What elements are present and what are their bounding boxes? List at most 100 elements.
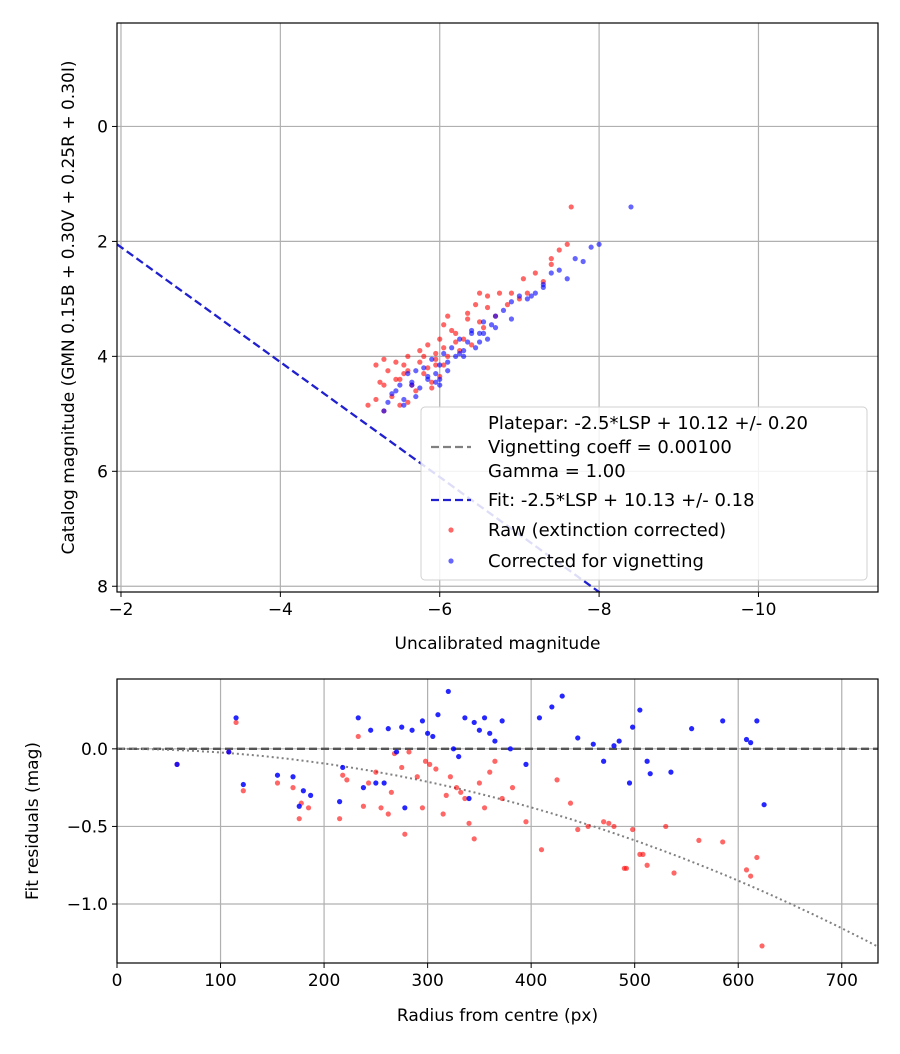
corrected-point bbox=[433, 370, 439, 377]
corrected-point bbox=[437, 376, 443, 382]
raw-residual-point bbox=[606, 820, 612, 826]
corrected-point bbox=[556, 267, 562, 273]
raw-point bbox=[441, 362, 447, 368]
raw-point bbox=[461, 336, 467, 342]
raw-point bbox=[377, 379, 383, 385]
corrected-point bbox=[500, 307, 507, 313]
raw-point bbox=[381, 356, 387, 362]
corrected-residual-point bbox=[296, 803, 302, 809]
raw-point bbox=[373, 362, 379, 368]
y-tick-label: 8 bbox=[97, 577, 108, 597]
raw-point bbox=[441, 345, 447, 351]
raw-point bbox=[564, 241, 570, 247]
raw-residual-point bbox=[630, 826, 636, 833]
axes-frame bbox=[116, 22, 879, 593]
corrected-residual-point bbox=[487, 730, 493, 736]
raw-point bbox=[405, 353, 411, 359]
raw-point bbox=[385, 368, 391, 374]
raw-point bbox=[397, 402, 403, 408]
raw-point bbox=[484, 293, 491, 299]
raw-residual-point bbox=[365, 780, 372, 786]
raw-residual-point bbox=[447, 774, 453, 780]
raw-point bbox=[453, 330, 459, 336]
corrected-residual-point bbox=[611, 743, 617, 749]
corrected-point bbox=[572, 256, 578, 262]
raw-residual-point bbox=[406, 749, 412, 755]
x-tick-label: 200 bbox=[308, 971, 340, 991]
corrected-point bbox=[433, 379, 439, 385]
corrected-point bbox=[628, 204, 634, 210]
raw-residual-point bbox=[402, 831, 408, 837]
raw-point bbox=[433, 362, 439, 368]
raw-point bbox=[504, 302, 511, 308]
raw-point bbox=[365, 402, 371, 408]
legend-box bbox=[420, 406, 868, 581]
raw-point bbox=[441, 322, 447, 328]
x-tick-label: 700 bbox=[826, 971, 858, 991]
corrected-point bbox=[484, 336, 491, 342]
raw-residual-point bbox=[640, 851, 646, 857]
corrected-residual-point bbox=[355, 715, 361, 721]
corrected-residual-point bbox=[575, 735, 581, 741]
raw-point bbox=[524, 290, 530, 296]
corrected-residual-point bbox=[559, 693, 565, 699]
raw-point bbox=[413, 388, 419, 394]
corrected-residual-point bbox=[445, 688, 451, 695]
raw-residual-point bbox=[492, 758, 498, 764]
raw-residual-point bbox=[462, 795, 468, 802]
raw-residual-point bbox=[754, 854, 760, 861]
raw-residual-point bbox=[644, 862, 650, 868]
x-tick-label: −10 bbox=[741, 600, 777, 620]
raw-residual-point bbox=[340, 772, 346, 778]
raw-point bbox=[469, 342, 475, 348]
corrected-point bbox=[461, 348, 467, 354]
corrected-residual-point bbox=[689, 726, 695, 732]
x-tick-label: 300 bbox=[411, 971, 443, 991]
raw-point bbox=[417, 348, 423, 354]
raw-residual-point bbox=[240, 788, 246, 794]
corrected-residual-point bbox=[466, 795, 472, 802]
raw-point bbox=[421, 353, 427, 359]
residuals-plot: 0 100 200 300 400 500 600 700 0.0 −0.5 −1.0 Radius … bbox=[23, 678, 879, 1026]
raw-residual-point bbox=[454, 785, 460, 791]
raw-residual-point bbox=[748, 873, 754, 879]
corrected-residual-point bbox=[425, 730, 431, 736]
raw-residual-point bbox=[233, 719, 239, 726]
raw-point bbox=[445, 353, 451, 359]
corrected-residual-point bbox=[630, 724, 636, 730]
raw-point bbox=[532, 270, 538, 276]
corrected-residual-point bbox=[601, 758, 607, 764]
raw-point bbox=[496, 290, 503, 296]
corrected-residual-point bbox=[720, 718, 726, 724]
raw-point bbox=[393, 376, 399, 382]
corrected-residual-point bbox=[360, 785, 367, 791]
corrected-residual-point bbox=[300, 788, 306, 794]
corrected-residual-point bbox=[616, 738, 622, 744]
corrected-residual-point bbox=[549, 704, 555, 710]
corrected-point bbox=[413, 368, 419, 374]
raw-residual-point bbox=[538, 847, 545, 853]
corrected-residual-point bbox=[481, 715, 488, 721]
corrected-residual-point bbox=[590, 741, 596, 747]
raw-residual-point bbox=[585, 823, 591, 830]
corrected-residual-point bbox=[430, 733, 436, 740]
corrected-point bbox=[453, 353, 459, 359]
raw-point bbox=[433, 356, 439, 362]
raw-residual-point bbox=[385, 811, 391, 817]
corrected-residual-point bbox=[340, 764, 346, 771]
raw-residual-point bbox=[399, 764, 405, 771]
corrected-point bbox=[476, 339, 483, 345]
raw-residual-point bbox=[575, 826, 581, 833]
corrected-point bbox=[461, 353, 467, 359]
corrected-point bbox=[580, 258, 586, 265]
corrected-point bbox=[437, 362, 443, 368]
vignetting-curve bbox=[117, 747, 878, 948]
corrected-point bbox=[508, 316, 515, 322]
corrected-residual-point bbox=[290, 774, 296, 780]
legend-fit-label: Fit: -2.5*LSP + 10.13 +/- 0.18 bbox=[488, 490, 755, 511]
corrected-point bbox=[441, 350, 447, 357]
raw-residual-point bbox=[290, 785, 296, 791]
raw-point bbox=[397, 376, 403, 382]
x-tick-label: 500 bbox=[618, 971, 650, 991]
corrected-residual-point bbox=[308, 792, 314, 798]
